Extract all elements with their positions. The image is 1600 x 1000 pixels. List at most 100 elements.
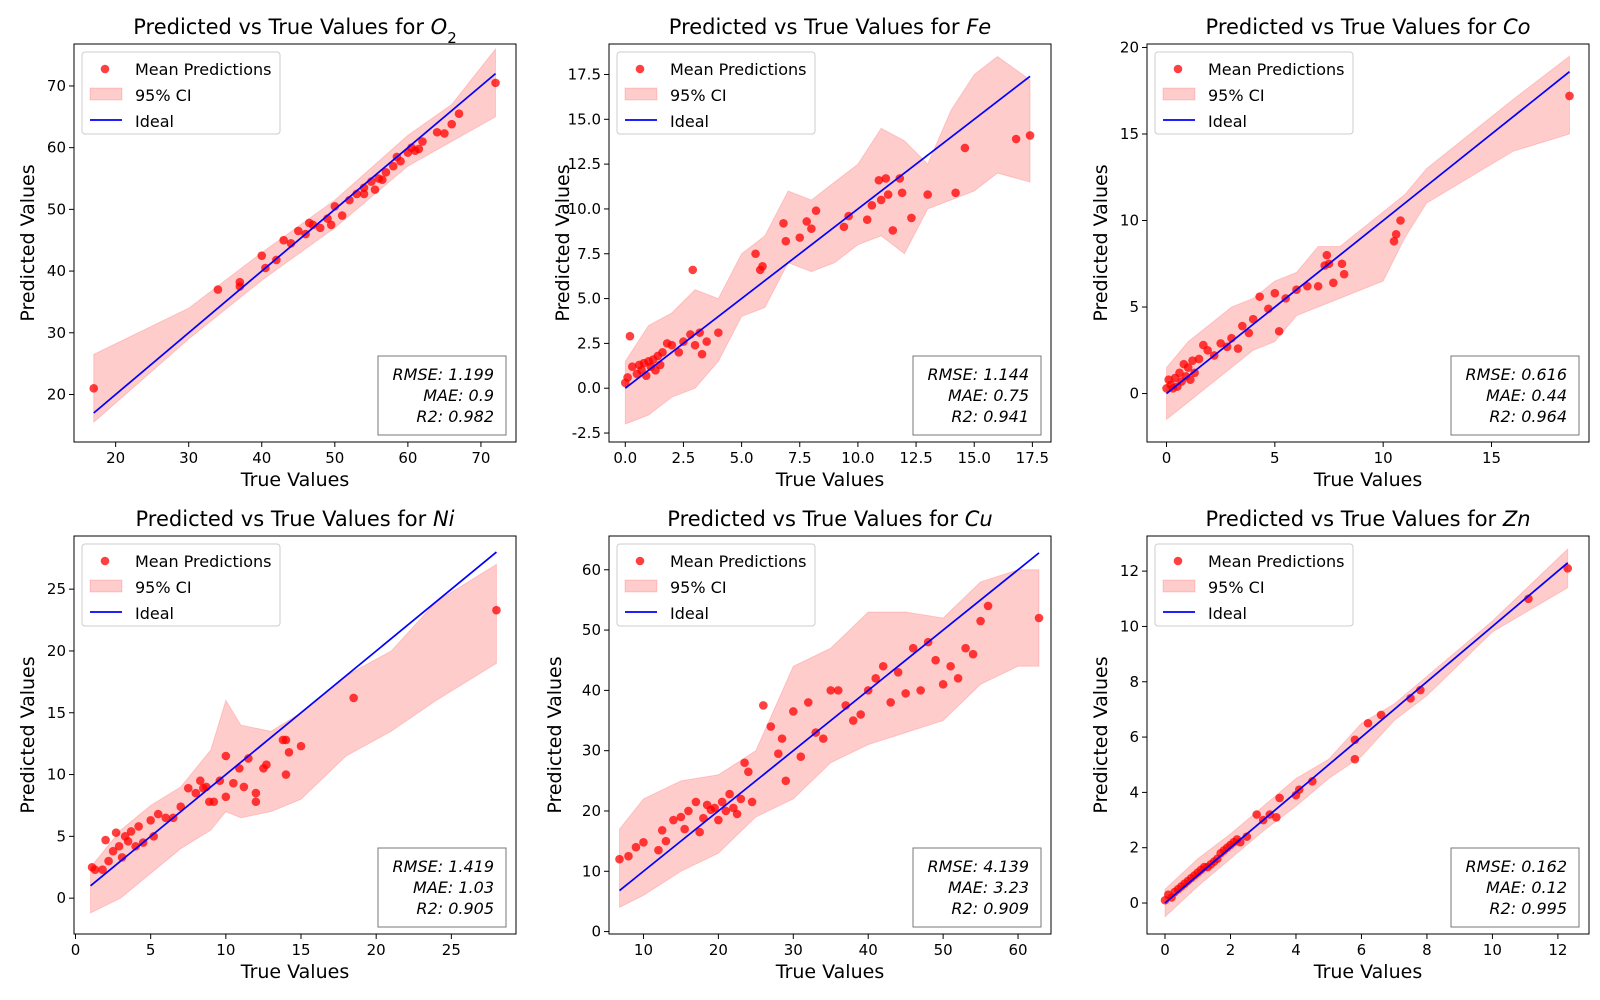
y-tick-label: 2 — [1129, 839, 1139, 857]
data-point — [1339, 269, 1349, 279]
data-point — [153, 809, 163, 819]
legend: Mean Predictions 95% CI Ideal — [616, 51, 816, 135]
data-point — [888, 226, 898, 235]
data-point — [108, 846, 118, 856]
ideal-line — [624, 75, 1031, 389]
data-point — [1275, 793, 1284, 803]
stat-text: R2: 0.995 — [1489, 899, 1567, 918]
y-tick-label: 6 — [1129, 728, 1139, 746]
y-tick-label: 0 — [56, 889, 66, 907]
stats-frame — [377, 847, 507, 928]
data-point — [432, 127, 442, 137]
legend-marker-points — [1173, 556, 1183, 566]
data-point — [414, 144, 424, 154]
data-point — [1216, 339, 1225, 348]
legend-label: Mean Predictions — [1208, 60, 1345, 79]
ideal-line — [93, 72, 497, 414]
data-point — [101, 835, 110, 845]
chart-title: Predicted vs True Values for Co — [1206, 15, 1531, 39]
data-point — [381, 168, 391, 177]
data-point — [721, 806, 731, 816]
legend-marker-ci — [624, 87, 658, 101]
y-axis-label: Predicted Values — [544, 656, 566, 813]
stat-text: R2: 0.909 — [951, 899, 1029, 918]
data-point — [1270, 288, 1280, 298]
data-point — [961, 643, 970, 653]
subplot-2: 0.0 2.5 5.0 7.5 10.0 12.5 15.0 17.5 -2.5 0.0 2.5 5.… — [552, 15, 1052, 491]
legend-label: Mean Predictions — [135, 552, 272, 571]
data-point — [1350, 754, 1360, 764]
plot-frame — [608, 535, 1052, 935]
x-axis-label: True Values — [775, 961, 884, 983]
stat-text: R2: 0.905 — [416, 899, 494, 918]
data-point — [1183, 363, 1193, 372]
data-point — [251, 797, 261, 807]
ci-band — [90, 563, 497, 914]
data-point — [257, 251, 267, 260]
data-point — [878, 661, 888, 671]
data-point — [209, 797, 219, 807]
x-axis-label: True Values — [240, 961, 349, 983]
y-axis-label: Predicted Values — [17, 164, 39, 321]
data-point — [1389, 236, 1399, 246]
data-point — [657, 825, 667, 835]
stat-text: RMSE: 1.144 — [928, 365, 1029, 384]
stats-box: RMSE: 1.419 MAE: 1.03 R2: 0.905 — [377, 847, 507, 928]
data-point — [1350, 735, 1360, 745]
data-point — [1233, 344, 1243, 353]
x-tick-label: 12 — [1548, 941, 1567, 959]
stat-text: R2: 0.982 — [416, 407, 494, 426]
stat-text: R2: 0.964 — [1489, 407, 1567, 426]
ci-band — [618, 569, 1040, 909]
data-point — [736, 794, 746, 804]
data-point — [1244, 328, 1254, 338]
data-point — [89, 384, 99, 393]
data-point — [676, 812, 686, 822]
x-tick-label: 60 — [1008, 941, 1027, 959]
legend-marker-ci — [1162, 579, 1196, 593]
plot-frame — [1146, 535, 1590, 935]
x-tick-label: 15 — [1482, 449, 1501, 467]
stat-text: MAE: 1.03 — [413, 878, 494, 897]
data-point — [615, 854, 624, 864]
y-tick-label: 15.0 — [568, 110, 601, 128]
data-point — [1308, 777, 1317, 786]
subplot-3: 0 5 10 15 0 5 10 15 20 Predicted vs True Values f… — [1090, 15, 1590, 491]
title-prefix: Predicted vs True Values for — [669, 15, 966, 39]
title-element: Fe — [966, 15, 991, 39]
data-point — [690, 340, 700, 350]
y-tick-label: 30 — [47, 324, 66, 342]
x-tick-label: 6 — [1357, 941, 1367, 959]
stat-text: RMSE: 1.419 — [393, 857, 494, 876]
title-element: Cu — [965, 507, 993, 531]
data-point — [862, 215, 872, 224]
data-point — [777, 734, 787, 743]
legend-label: Ideal — [135, 112, 174, 131]
data-point — [725, 789, 734, 799]
title-element: Zn — [1502, 507, 1531, 531]
stat-text: MAE: 0.75 — [948, 386, 1029, 405]
data-point — [221, 751, 231, 761]
data-point — [625, 331, 635, 341]
data-point — [161, 813, 171, 823]
x-tick-label: 7.5 — [788, 449, 812, 467]
legend-marker-ci — [89, 87, 123, 101]
data-point — [881, 174, 891, 183]
y-tick-label: 0 — [1129, 894, 1139, 912]
data-point — [983, 601, 993, 611]
y-tick-label: 10.0 — [568, 200, 601, 218]
data-point — [669, 815, 678, 825]
data-point — [627, 362, 637, 372]
stats-box: RMSE: 1.199 MAE: 0.9 R2: 0.982 — [377, 355, 507, 436]
data-point — [195, 776, 205, 786]
subplot-1: 20 30 40 50 60 70 20 30 40 50 60 70 Predicted vs Tru… — [17, 15, 517, 491]
plot-area — [1160, 547, 1573, 918]
data-point — [359, 189, 369, 199]
data-point — [262, 760, 271, 769]
x-tick-label: 10 — [216, 941, 235, 959]
plot-frame — [73, 43, 517, 443]
chart-title: Predicted vs True Values for Ni — [136, 507, 455, 531]
data-point — [440, 129, 449, 138]
data-point — [893, 667, 903, 677]
y-tick-label: 0.0 — [577, 379, 601, 397]
